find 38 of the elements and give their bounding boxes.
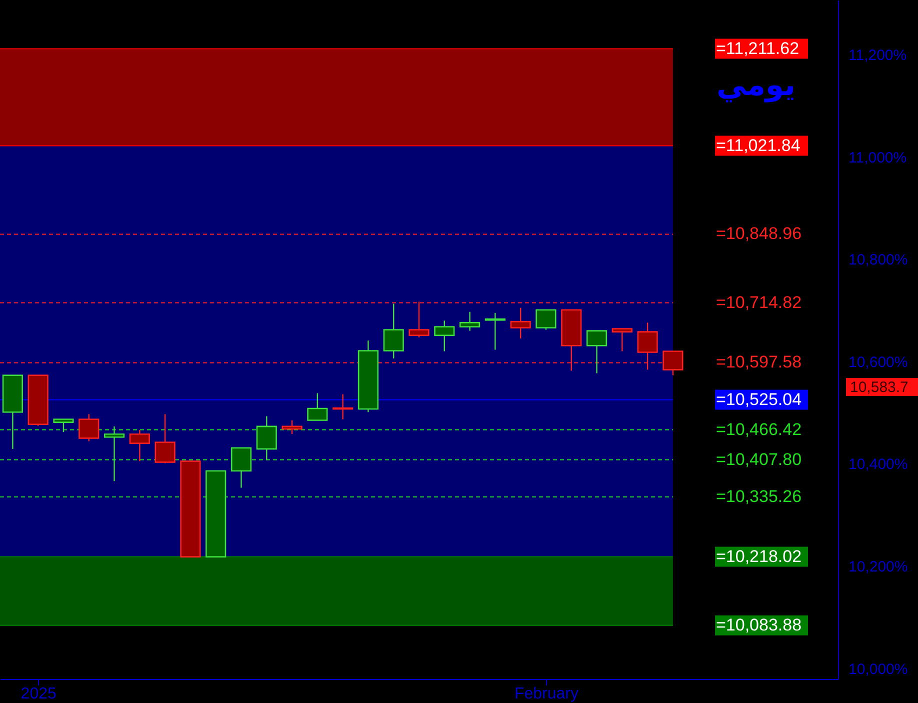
candlestick	[53, 418, 74, 433]
ref-line-label: =10,525.04	[716, 390, 802, 409]
candlestick	[230, 447, 252, 488]
y-tick-label: 10,600%	[848, 354, 908, 371]
candlestick	[612, 328, 632, 352]
ref-line-label: =10,407.80	[716, 450, 802, 469]
ref-line-label: =11,211.62	[716, 38, 800, 58]
ref-line-label: =10,466.42	[716, 420, 802, 439]
candlestick	[434, 320, 455, 352]
y-tick-label: 11,000%	[848, 149, 907, 166]
candlestick	[459, 311, 480, 332]
x-tick-label: February	[514, 686, 578, 702]
ref-line-label: =10,083.88	[716, 615, 802, 634]
ref-line-label: =10,218.02	[716, 546, 802, 566]
candlestick	[586, 330, 608, 374]
ref-line-label: =10,848.96	[716, 224, 802, 244]
candlestick	[78, 414, 100, 442]
ref-line-label: =10,714.82	[716, 292, 802, 312]
y-tick-label: 10,400%	[848, 456, 908, 474]
candlestick	[104, 426, 125, 482]
y-tick-label: 11,200%	[848, 47, 907, 64]
annotation: يومي	[716, 68, 796, 103]
y-tick-label: 10,800%	[848, 252, 908, 269]
candlestick	[129, 429, 150, 462]
candlestick	[510, 307, 531, 340]
y-tick-label: 10,200%	[848, 558, 908, 576]
text: 10,583.7	[850, 379, 908, 396]
candlestick	[154, 414, 176, 464]
y-tick-label: 10,000%	[848, 660, 908, 678]
candlestick	[383, 303, 404, 360]
candlestick	[307, 392, 328, 421]
candlestick	[282, 420, 302, 435]
x-tick-label: 2025	[20, 686, 56, 702]
candlestick	[536, 309, 556, 330]
ref-line-label: =11,021.84	[716, 136, 800, 155]
ref-line-label: =10,335.26	[716, 486, 802, 506]
ref-line-label: =10,597.58	[716, 352, 802, 372]
candlestick	[256, 416, 277, 461]
